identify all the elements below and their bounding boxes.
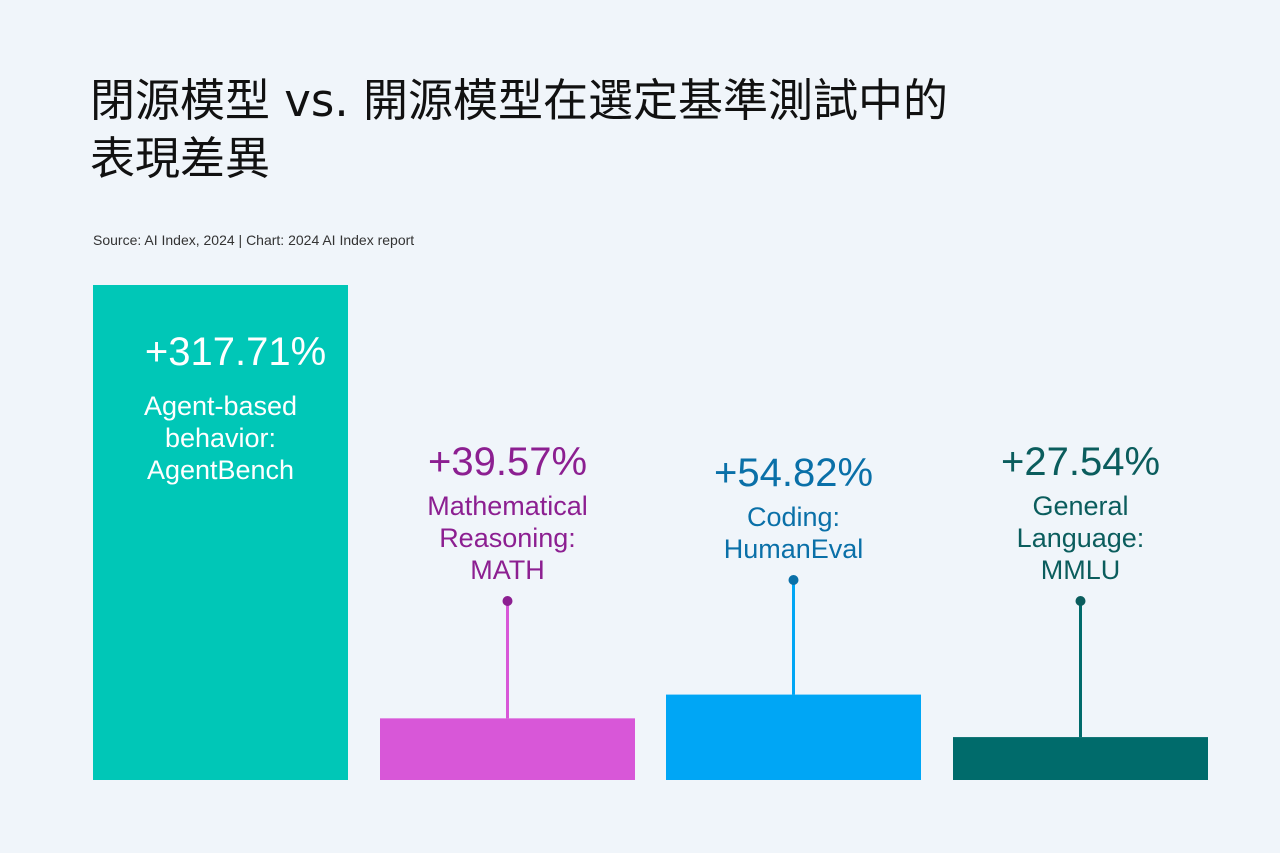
value-label-4: +27.54% [1001,440,1160,484]
category-label-3-line-2: HumanEval [724,534,864,564]
value-label-3: +54.82% [714,451,873,495]
bar-4 [953,737,1208,780]
bar-1 [93,285,348,780]
chart-source: Source: AI Index, 2024 | Chart: 2024 AI … [93,232,415,248]
category-label-4-line-2: Language: [1017,523,1145,553]
category-label-4-line-1: General [1032,491,1128,521]
category-label-4-line-3: MMLU [1041,555,1121,585]
category-label-2-line-3: MATH [470,555,545,585]
category-label-1-line-2: behavior: [165,423,276,453]
value-label-1: +317.71% [145,330,326,374]
chart-title: 閉源模型 vs. 開源模型在選定基準測試中的表現差異 [90,74,948,185]
bar-3 [666,694,921,780]
category-label-2-line-1: Mathematical [427,491,588,521]
category-label-1-line-1: Agent-based [144,391,297,421]
stem-dot-2 [502,596,513,606]
stem-dot-3 [788,575,799,585]
value-label-2: +39.57% [428,440,587,484]
category-label-1-line-3: AgentBench [147,455,294,485]
bar-2 [380,718,635,780]
category-label-3-line-1: Coding: [747,502,840,532]
category-label-2-line-2: Reasoning: [439,523,576,553]
stem-dot-4 [1075,596,1086,606]
